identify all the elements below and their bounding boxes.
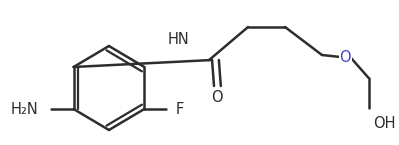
Text: F: F bbox=[176, 102, 184, 116]
Text: HN: HN bbox=[168, 32, 190, 48]
Text: O: O bbox=[340, 49, 351, 65]
Text: H₂N: H₂N bbox=[11, 102, 39, 116]
Text: OH: OH bbox=[373, 116, 396, 131]
Text: O: O bbox=[211, 89, 223, 105]
